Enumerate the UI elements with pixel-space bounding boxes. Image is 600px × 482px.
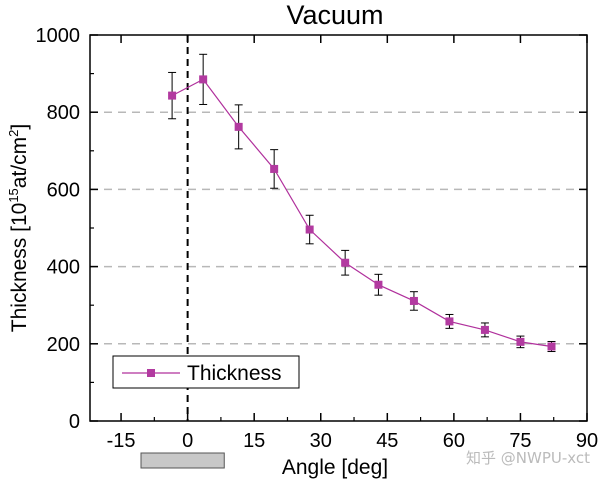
x-tick-label-0: -15 [107,430,136,452]
watermark: 知乎 @NWPU-xct [466,449,590,467]
y-tick-label-4: 800 [47,102,80,124]
x-tick-label-3: 30 [310,430,332,452]
shaded-angle-range-bar [140,452,225,469]
y-axis-title-unit-exponent: 2 [6,130,21,137]
chart-title: Vacuum [286,0,383,30]
gridlines [90,111,587,345]
y-axis-title-suffix: ] [8,124,31,130]
y-axis-title-unit: at/cm [8,137,31,188]
x-axis-title: Angle [deg] [282,456,388,479]
y-axis-title-exponent: 15 [6,188,21,202]
data-point-2 [234,122,243,131]
series-line-0 [171,78,552,348]
data-point-3 [270,164,279,173]
legend-marker [147,369,155,377]
x-tick-label-5: 60 [443,430,465,452]
legend: Thickness [112,355,300,389]
x-tick-label-6: 75 [509,430,531,452]
y-tick-label-2: 400 [47,257,80,279]
data-point-7 [409,296,418,305]
y-tick-label-1: 200 [47,334,80,356]
data-point-5 [341,258,350,267]
series-thickness [168,53,556,353]
y-axis-title-prefix: Thickness [10 [8,203,31,333]
data-point-8 [445,317,454,326]
data-point-1 [199,75,208,84]
legend-label-thickness: Thickness [187,362,282,385]
data-point-10 [516,337,525,346]
data-point-11 [547,342,556,351]
x-tick-label-4: 45 [376,430,398,452]
data-point-4 [305,225,314,234]
y-axis-title: Thickness [1015at/cm2] [6,124,31,332]
legend-box [112,355,300,389]
y-tick-label-3: 600 [47,179,80,201]
x-tick-label-1: 0 [182,430,193,452]
data-point-9 [480,325,489,334]
x-tick-label-2: 15 [243,430,265,452]
x-axis-tick-labels: -15 0 15 30 45 60 75 90 [107,430,599,452]
y-axis-ticks [90,34,587,422]
data-point-6 [374,280,383,289]
y-axis-tick-labels: 0 200 400 600 800 1000 [36,25,81,433]
y-tick-label-0: 0 [69,411,80,433]
y-tick-label-5: 1000 [36,25,81,47]
data-point-0 [168,91,177,100]
x-tick-label-7: 90 [576,430,598,452]
